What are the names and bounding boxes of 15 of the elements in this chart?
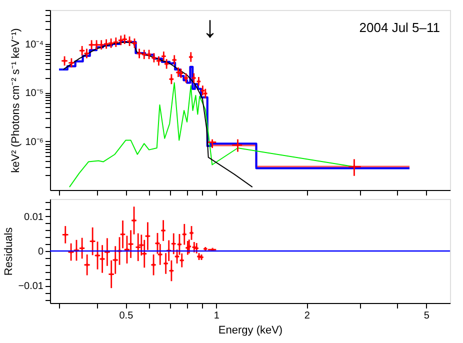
x-tick-label: 5: [424, 310, 430, 322]
annotation: 2004 Jul 5–11: [359, 20, 440, 35]
y-tick-label: 10⁻⁶: [25, 136, 44, 148]
y-tick-label: 10⁻⁵: [25, 88, 44, 100]
x-tick-label: 1: [214, 310, 220, 322]
y-tick-label: −0.01: [18, 281, 44, 292]
y-tick-label: 0.01: [24, 212, 44, 223]
y-axis-title: keV² (Photons cm⁻² s⁻¹ keV⁻¹): [10, 28, 22, 173]
y-axis-title: Residuals: [3, 226, 16, 276]
x-tick-label: 0.5: [119, 310, 134, 322]
y-tick-label: 0: [38, 246, 44, 258]
x-axis-title: Energy (keV): [218, 324, 283, 336]
annotation: ↓: [202, 11, 218, 44]
x-tick-label: 2: [304, 310, 310, 322]
y-tick-label: 10⁻⁴: [25, 40, 44, 51]
